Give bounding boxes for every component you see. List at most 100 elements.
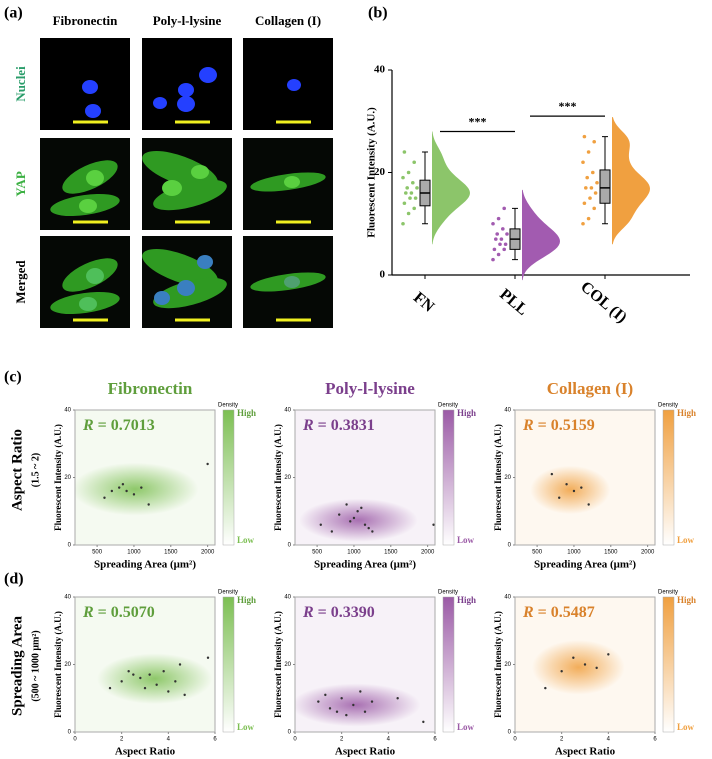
x-tick-label: 2000 xyxy=(641,550,655,556)
colorbar xyxy=(442,409,455,546)
data-point xyxy=(581,160,585,165)
data-point xyxy=(584,186,588,190)
data-point xyxy=(148,673,151,676)
data-point xyxy=(356,510,359,513)
y-axis-label: Fluorescent Intensity (A.U.) xyxy=(493,424,503,531)
colorbar-low: Low xyxy=(237,535,255,545)
x-tick-label: 0 xyxy=(73,737,77,743)
x-tick-label: 1000 xyxy=(127,550,141,556)
data-point xyxy=(496,216,501,221)
row-title: Nuclei xyxy=(13,66,28,102)
colorbar xyxy=(222,409,235,546)
data-point xyxy=(502,206,507,211)
data-point xyxy=(127,670,130,673)
chart-title: Fibronectin xyxy=(108,379,193,398)
data-point xyxy=(401,221,405,226)
x-tick-label: 0 xyxy=(293,737,297,743)
x-tick-label: 1500 xyxy=(164,550,178,556)
x-tick-label: 1500 xyxy=(604,550,618,556)
y-tick-label: 40 xyxy=(64,408,71,414)
stat-value: = 0.5159 xyxy=(534,417,595,434)
x-tick-label: 500 xyxy=(532,550,543,556)
x-tick-label: 1000 xyxy=(567,550,581,556)
data-point xyxy=(330,530,334,533)
x-tick-label: 500 xyxy=(312,550,323,556)
colorbar xyxy=(222,596,235,733)
density-cloud xyxy=(531,640,625,695)
data-point xyxy=(415,186,419,190)
data-point xyxy=(544,686,547,690)
x-tick-label: 2000 xyxy=(421,550,435,556)
stat-value: = 0.3831 xyxy=(314,417,375,434)
row-label-sub: (1.5 ~ 2) xyxy=(30,453,41,487)
box xyxy=(599,169,611,204)
stat-value: = 0.7013 xyxy=(94,417,155,434)
data-point xyxy=(139,676,142,680)
data-point xyxy=(572,489,576,493)
colorbar-high: High xyxy=(237,595,256,605)
data-point xyxy=(595,180,599,185)
density-cloud xyxy=(530,465,611,515)
data-point xyxy=(412,160,417,165)
y-tick-label: 40 xyxy=(504,408,511,414)
data-point xyxy=(409,191,414,195)
row-label: Spreading Area xyxy=(9,616,25,716)
data-point xyxy=(359,690,362,693)
data-point xyxy=(412,206,417,211)
y-tick-label: 40 xyxy=(64,595,71,601)
data-point xyxy=(582,201,587,206)
colorbar-title: Density xyxy=(438,403,458,409)
data-point xyxy=(580,486,583,489)
data-point xyxy=(120,680,123,683)
data-point xyxy=(132,673,135,676)
data-point xyxy=(585,175,589,180)
x-tick-label: 2000 xyxy=(201,550,215,556)
data-point xyxy=(110,489,114,493)
data-point xyxy=(595,666,598,670)
x-axis-label: Spreading Area (μm²) xyxy=(534,559,636,571)
y-tick-label: 20 xyxy=(284,662,291,668)
y-tick-label: 40 xyxy=(504,595,511,601)
data-point xyxy=(583,663,587,666)
violin xyxy=(432,131,470,245)
data-point xyxy=(589,186,594,190)
row-label: Aspect Ratio xyxy=(9,429,25,511)
data-point xyxy=(560,670,563,673)
data-point xyxy=(167,690,170,693)
data-point xyxy=(335,710,339,713)
panel-label: (d) xyxy=(4,571,24,588)
data-point xyxy=(349,520,352,523)
data-point xyxy=(340,697,343,700)
data-point xyxy=(328,707,332,710)
data-point xyxy=(588,196,592,200)
x-tick-label: 2 xyxy=(340,737,344,743)
column-title: Collagen (I) xyxy=(255,13,321,28)
data-point xyxy=(108,686,112,690)
chart-title: Poly-l-lysine xyxy=(325,379,415,398)
y-axis-label: Fluorescent Intensity (A.U.) xyxy=(366,107,378,238)
y-tick-label: 40 xyxy=(284,408,291,414)
y-tick-label: 0 xyxy=(508,730,512,736)
y-tick-label: 40 xyxy=(374,64,386,76)
data-point xyxy=(404,191,408,195)
chart-title: Collagen (I) xyxy=(547,379,633,398)
colorbar-high: High xyxy=(457,408,476,418)
data-point xyxy=(558,496,561,499)
panel-label: (c) xyxy=(4,369,22,386)
data-point xyxy=(206,462,209,466)
data-point xyxy=(402,201,407,206)
data-point xyxy=(338,513,341,516)
data-point xyxy=(352,516,356,520)
colorbar xyxy=(442,596,455,733)
x-tick-label: 6 xyxy=(653,737,657,743)
stat-name: R xyxy=(82,417,94,434)
data-point xyxy=(432,523,435,526)
stat-name: R xyxy=(82,604,94,621)
stat-name: R xyxy=(302,604,314,621)
data-point xyxy=(565,483,568,486)
y-tick-label: 20 xyxy=(64,475,71,481)
y-tick-label: 0 xyxy=(288,730,292,736)
colorbar-high: High xyxy=(677,408,696,418)
data-point xyxy=(411,180,415,185)
x-tick-label: COL (I) xyxy=(577,278,630,326)
